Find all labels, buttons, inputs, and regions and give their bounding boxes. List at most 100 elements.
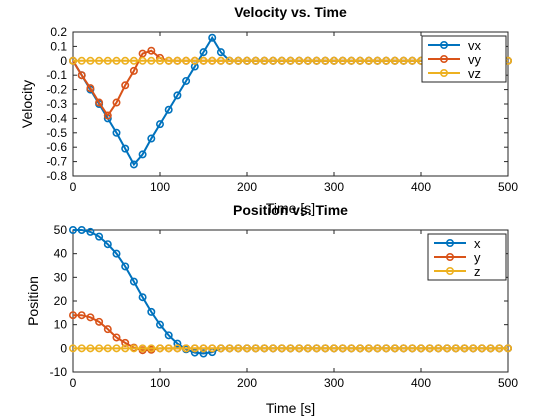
chart-2-title: Position vs. Time bbox=[233, 202, 348, 218]
chart-1-point-vz bbox=[95, 56, 104, 65]
chart-2-point-x bbox=[199, 349, 208, 358]
chart-2-point-x bbox=[77, 226, 86, 235]
chart-2-point-x bbox=[121, 262, 130, 271]
chart-1-point-vx bbox=[182, 76, 191, 85]
chart-1-point-vz bbox=[329, 56, 338, 65]
chart-2-point-z bbox=[338, 344, 347, 353]
chart-1-point-vz bbox=[121, 56, 130, 65]
chart-2-point-z bbox=[129, 344, 138, 353]
chart-1-ytick-label: 0 bbox=[60, 54, 67, 68]
chart-1-ytick-label: -0.2 bbox=[46, 83, 67, 97]
chart-2-point-z bbox=[486, 344, 495, 353]
chart-2-point-y bbox=[77, 311, 86, 320]
chart-1-point-vx bbox=[216, 48, 225, 57]
chart-1-ytick-label: -0.3 bbox=[46, 97, 67, 111]
chart-2-point-z bbox=[443, 344, 452, 353]
chart-1-point-vx bbox=[164, 105, 173, 114]
chart-1-point-vz bbox=[286, 56, 295, 65]
chart-2-point-z bbox=[382, 344, 391, 353]
chart-2-point-x bbox=[156, 320, 165, 329]
chart-1-legend-label-vx: vx bbox=[468, 38, 482, 53]
chart-2-point-z bbox=[190, 344, 199, 353]
chart-2-point-z bbox=[295, 344, 304, 353]
chart-1-xlabel: Time [s] bbox=[266, 200, 315, 216]
chart-2-point-z bbox=[321, 344, 330, 353]
chart-1-point-vy bbox=[86, 84, 95, 93]
chart-1-point-vy bbox=[95, 98, 104, 107]
chart-2-point-z bbox=[173, 344, 182, 353]
chart-1-point-vz bbox=[129, 56, 138, 65]
chart-2-point-x bbox=[86, 227, 95, 236]
chart-2-ytick-label: 10 bbox=[54, 318, 68, 332]
chart-1-legend-marker-vx bbox=[439, 40, 448, 49]
chart-2-point-z bbox=[347, 344, 356, 353]
chart-2-point-z bbox=[208, 344, 217, 353]
chart-1-point-vx bbox=[112, 128, 121, 137]
chart-1-ytick-label: 0.2 bbox=[50, 25, 67, 39]
chart-2-point-x bbox=[190, 348, 199, 357]
chart-1-legend-label-vy: vy bbox=[468, 52, 482, 67]
chart-2-point-z bbox=[329, 344, 338, 353]
chart-1-point-vz bbox=[156, 56, 165, 65]
chart-2-xtick-label: 100 bbox=[150, 376, 170, 390]
chart-1-point-vx bbox=[121, 144, 130, 153]
chart-2-point-z bbox=[138, 344, 147, 353]
chart-1-point-vy bbox=[147, 46, 156, 55]
chart-1-point-vz bbox=[86, 56, 95, 65]
chart-2-point-y bbox=[121, 338, 130, 347]
chart-1-point-vz bbox=[382, 56, 391, 65]
chart-1-point-vz bbox=[260, 56, 269, 65]
chart-2-point-z bbox=[356, 344, 365, 353]
chart-1-point-vz bbox=[338, 56, 347, 65]
chart-2-legend-label-z: z bbox=[474, 264, 481, 279]
chart-1-point-vz bbox=[408, 56, 417, 65]
chart-1-point-vy bbox=[121, 81, 130, 90]
chart-2-point-y bbox=[69, 311, 78, 320]
chart-1-xtick-label: 0 bbox=[70, 180, 77, 194]
chart-1-point-vy bbox=[129, 66, 138, 75]
chart-1-point-vz bbox=[182, 56, 191, 65]
chart-1-ytick-label: -0.7 bbox=[46, 155, 67, 169]
chart-1-ytick-label: 0.1 bbox=[50, 39, 67, 53]
chart-1-point-vx bbox=[208, 33, 217, 42]
chart-2-point-z bbox=[112, 344, 121, 353]
chart-1-point-vx bbox=[156, 120, 165, 129]
chart-1-point-vz bbox=[164, 56, 173, 65]
chart-1-point-vz bbox=[243, 56, 252, 65]
chart-2-point-z bbox=[303, 344, 312, 353]
chart-1-xtick-label: 400 bbox=[411, 180, 431, 194]
chart-1-point-vz bbox=[225, 56, 234, 65]
chart-1-ytick-label: -0.8 bbox=[46, 169, 67, 183]
chart-2-xtick-label: 300 bbox=[324, 376, 344, 390]
chart-1-point-vx bbox=[199, 48, 208, 57]
chart-2-point-z bbox=[243, 344, 252, 353]
chart-2-ytick-label: 20 bbox=[54, 294, 68, 308]
chart-1-point-vz bbox=[190, 56, 199, 65]
chart-2-ytick-label: 0 bbox=[60, 341, 67, 355]
chart-1-ytick-label: -0.5 bbox=[46, 126, 67, 140]
chart-2-point-x bbox=[147, 307, 156, 316]
chart-2-legend-label-x: x bbox=[474, 236, 481, 251]
chart-2-xlabel: Time [s] bbox=[266, 400, 315, 416]
chart-2-point-z bbox=[199, 344, 208, 353]
chart-1-ytick-label: -0.1 bbox=[46, 68, 67, 82]
chart-1-point-vz bbox=[112, 56, 121, 65]
chart-2-point-z bbox=[216, 344, 225, 353]
chart-1-point-vz bbox=[321, 56, 330, 65]
chart-2-point-z bbox=[312, 344, 321, 353]
chart-2-point-z bbox=[277, 344, 286, 353]
chart-1-point-vz bbox=[208, 56, 217, 65]
chart-2-point-z bbox=[164, 344, 173, 353]
chart-2-point-z bbox=[103, 344, 112, 353]
chart-1-xtick-label: 200 bbox=[237, 180, 257, 194]
chart-2-point-z bbox=[286, 344, 295, 353]
chart-1-point-vz bbox=[277, 56, 286, 65]
chart-2-point-y bbox=[103, 325, 112, 334]
chart-2-point-z bbox=[121, 344, 130, 353]
chart-2-point-z bbox=[260, 344, 269, 353]
chart-2-point-z bbox=[182, 344, 191, 353]
chart-1-point-vx bbox=[138, 150, 147, 159]
chart-1-point-vz bbox=[364, 56, 373, 65]
